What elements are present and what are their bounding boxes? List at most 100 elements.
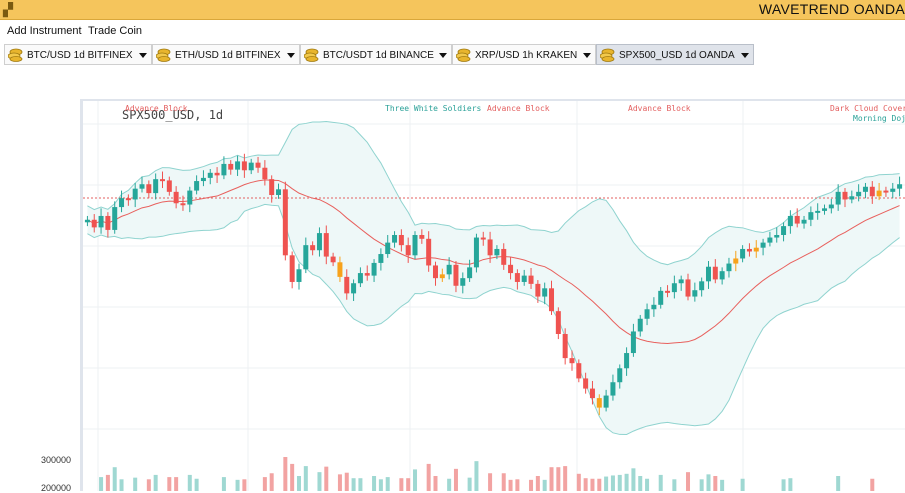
volume-bar [372,476,377,491]
volume-bar [706,474,711,491]
volume-bar [508,479,513,491]
tab-btc-usdt-binance[interactable]: BTC/USDT 1d BINANCE [300,44,452,65]
candle-body [364,273,370,276]
tab-xrp-usd-kraken[interactable]: XRP/USD 1h KRAKEN [452,44,596,65]
candle-body [603,395,609,408]
volume-bar [174,477,179,491]
volume-bar [133,477,138,491]
volume-bar [672,479,677,491]
volume-bar [406,478,411,491]
candle-body [439,274,445,279]
candle-body [801,219,807,224]
candle-body [726,263,732,272]
volume-bar [146,479,151,491]
tab-label: BTC/USDT 1d BINANCE [323,50,434,61]
candle-body [521,275,527,282]
volume-bar [467,477,472,491]
volume-bar [317,472,322,491]
candle-body [125,198,131,201]
candle-body [310,245,316,251]
candle-body [808,212,814,220]
volume-bar [542,479,547,491]
volume-axis-label: 200000 [41,483,72,493]
volume-bar [378,479,383,491]
volume-bar [337,474,342,491]
candle-body [719,271,725,280]
menu-bar: Add Instrument Trade Coin [0,20,905,42]
candle-body [432,265,438,279]
candle-body [282,189,288,256]
volume-bar [119,479,124,491]
menu-trade-coin[interactable]: Trade Coin [88,25,143,37]
candle-body [316,233,322,251]
volume-bar [624,473,629,491]
volume-bar [290,463,295,491]
chevron-down-icon[interactable] [439,53,447,58]
volume-bar [645,478,650,491]
tab-spx500-usd-oanda[interactable]: SPX500_USD 1d OANDA [596,44,754,65]
candle-body [781,226,787,235]
candle-body [514,273,520,282]
volume-bar [433,476,438,491]
candle-body [180,203,186,206]
candle-body [344,276,350,294]
volume-bar [344,472,349,491]
tab-label: XRP/USD 1h KRAKEN [475,50,578,61]
candle-body [303,245,309,270]
volume-bar [351,478,356,491]
candle-body [269,179,275,196]
candle-body [678,279,684,284]
candle-body [426,238,432,266]
chevron-down-icon[interactable] [741,53,749,58]
candle-body [323,233,329,257]
chevron-down-icon[interactable] [583,53,591,58]
bollinger-band-fill [87,121,900,435]
candle-body [480,237,486,240]
candle-body [392,235,398,243]
chevron-down-icon[interactable] [139,53,147,58]
price-chart[interactable]: SPX500_USD, 1d Advance Block Three White… [0,97,905,493]
candle-body [146,184,152,194]
candle-body [842,191,848,200]
candle-body [665,290,671,293]
tab-label: BTC/USD 1d BITFINEX [27,50,133,61]
candle-body [835,191,841,205]
candle-body [712,266,718,280]
candle-body [508,264,514,274]
candle-body [241,161,247,171]
volume-bar [556,467,561,491]
candle-body [371,262,377,276]
candle-body [473,237,479,268]
moving-average-line [87,179,900,345]
candle-body [289,255,295,282]
window-title: WAVETREND OANDA [758,1,905,17]
pattern-label: Morning Doji [853,114,905,123]
pattern-label: Advance Block [487,104,550,113]
volume-bar [488,473,493,491]
chart-canvas[interactable] [0,97,905,491]
candle-body [330,256,336,263]
candle-body [856,191,862,197]
candle-body [337,262,343,277]
candle-body [119,198,125,208]
volume-bar [836,476,841,491]
volume-bar [453,468,458,491]
candle-body [357,273,363,284]
candle-body [132,188,138,200]
candle-body [699,281,705,291]
menu-add-instrument[interactable]: Add Instrument [7,25,82,37]
volume-bar [604,476,609,491]
candle-body [692,290,698,297]
candle-body [760,242,766,248]
candle-body [487,239,493,256]
volume-bar [112,467,117,491]
tab-eth-usd-bitfinex[interactable]: ETH/USD 1d BITFINEX [152,44,300,65]
tab-btc-usd-bitfinex[interactable]: BTC/USD 1d BITFINEX [4,44,152,65]
candle-body [685,279,691,297]
candle-body [235,161,241,170]
pattern-label: Advance Block [125,104,188,113]
volume-bar [105,474,110,491]
candle-body [624,353,630,369]
candle-body [255,162,261,168]
chevron-down-icon[interactable] [287,53,295,58]
